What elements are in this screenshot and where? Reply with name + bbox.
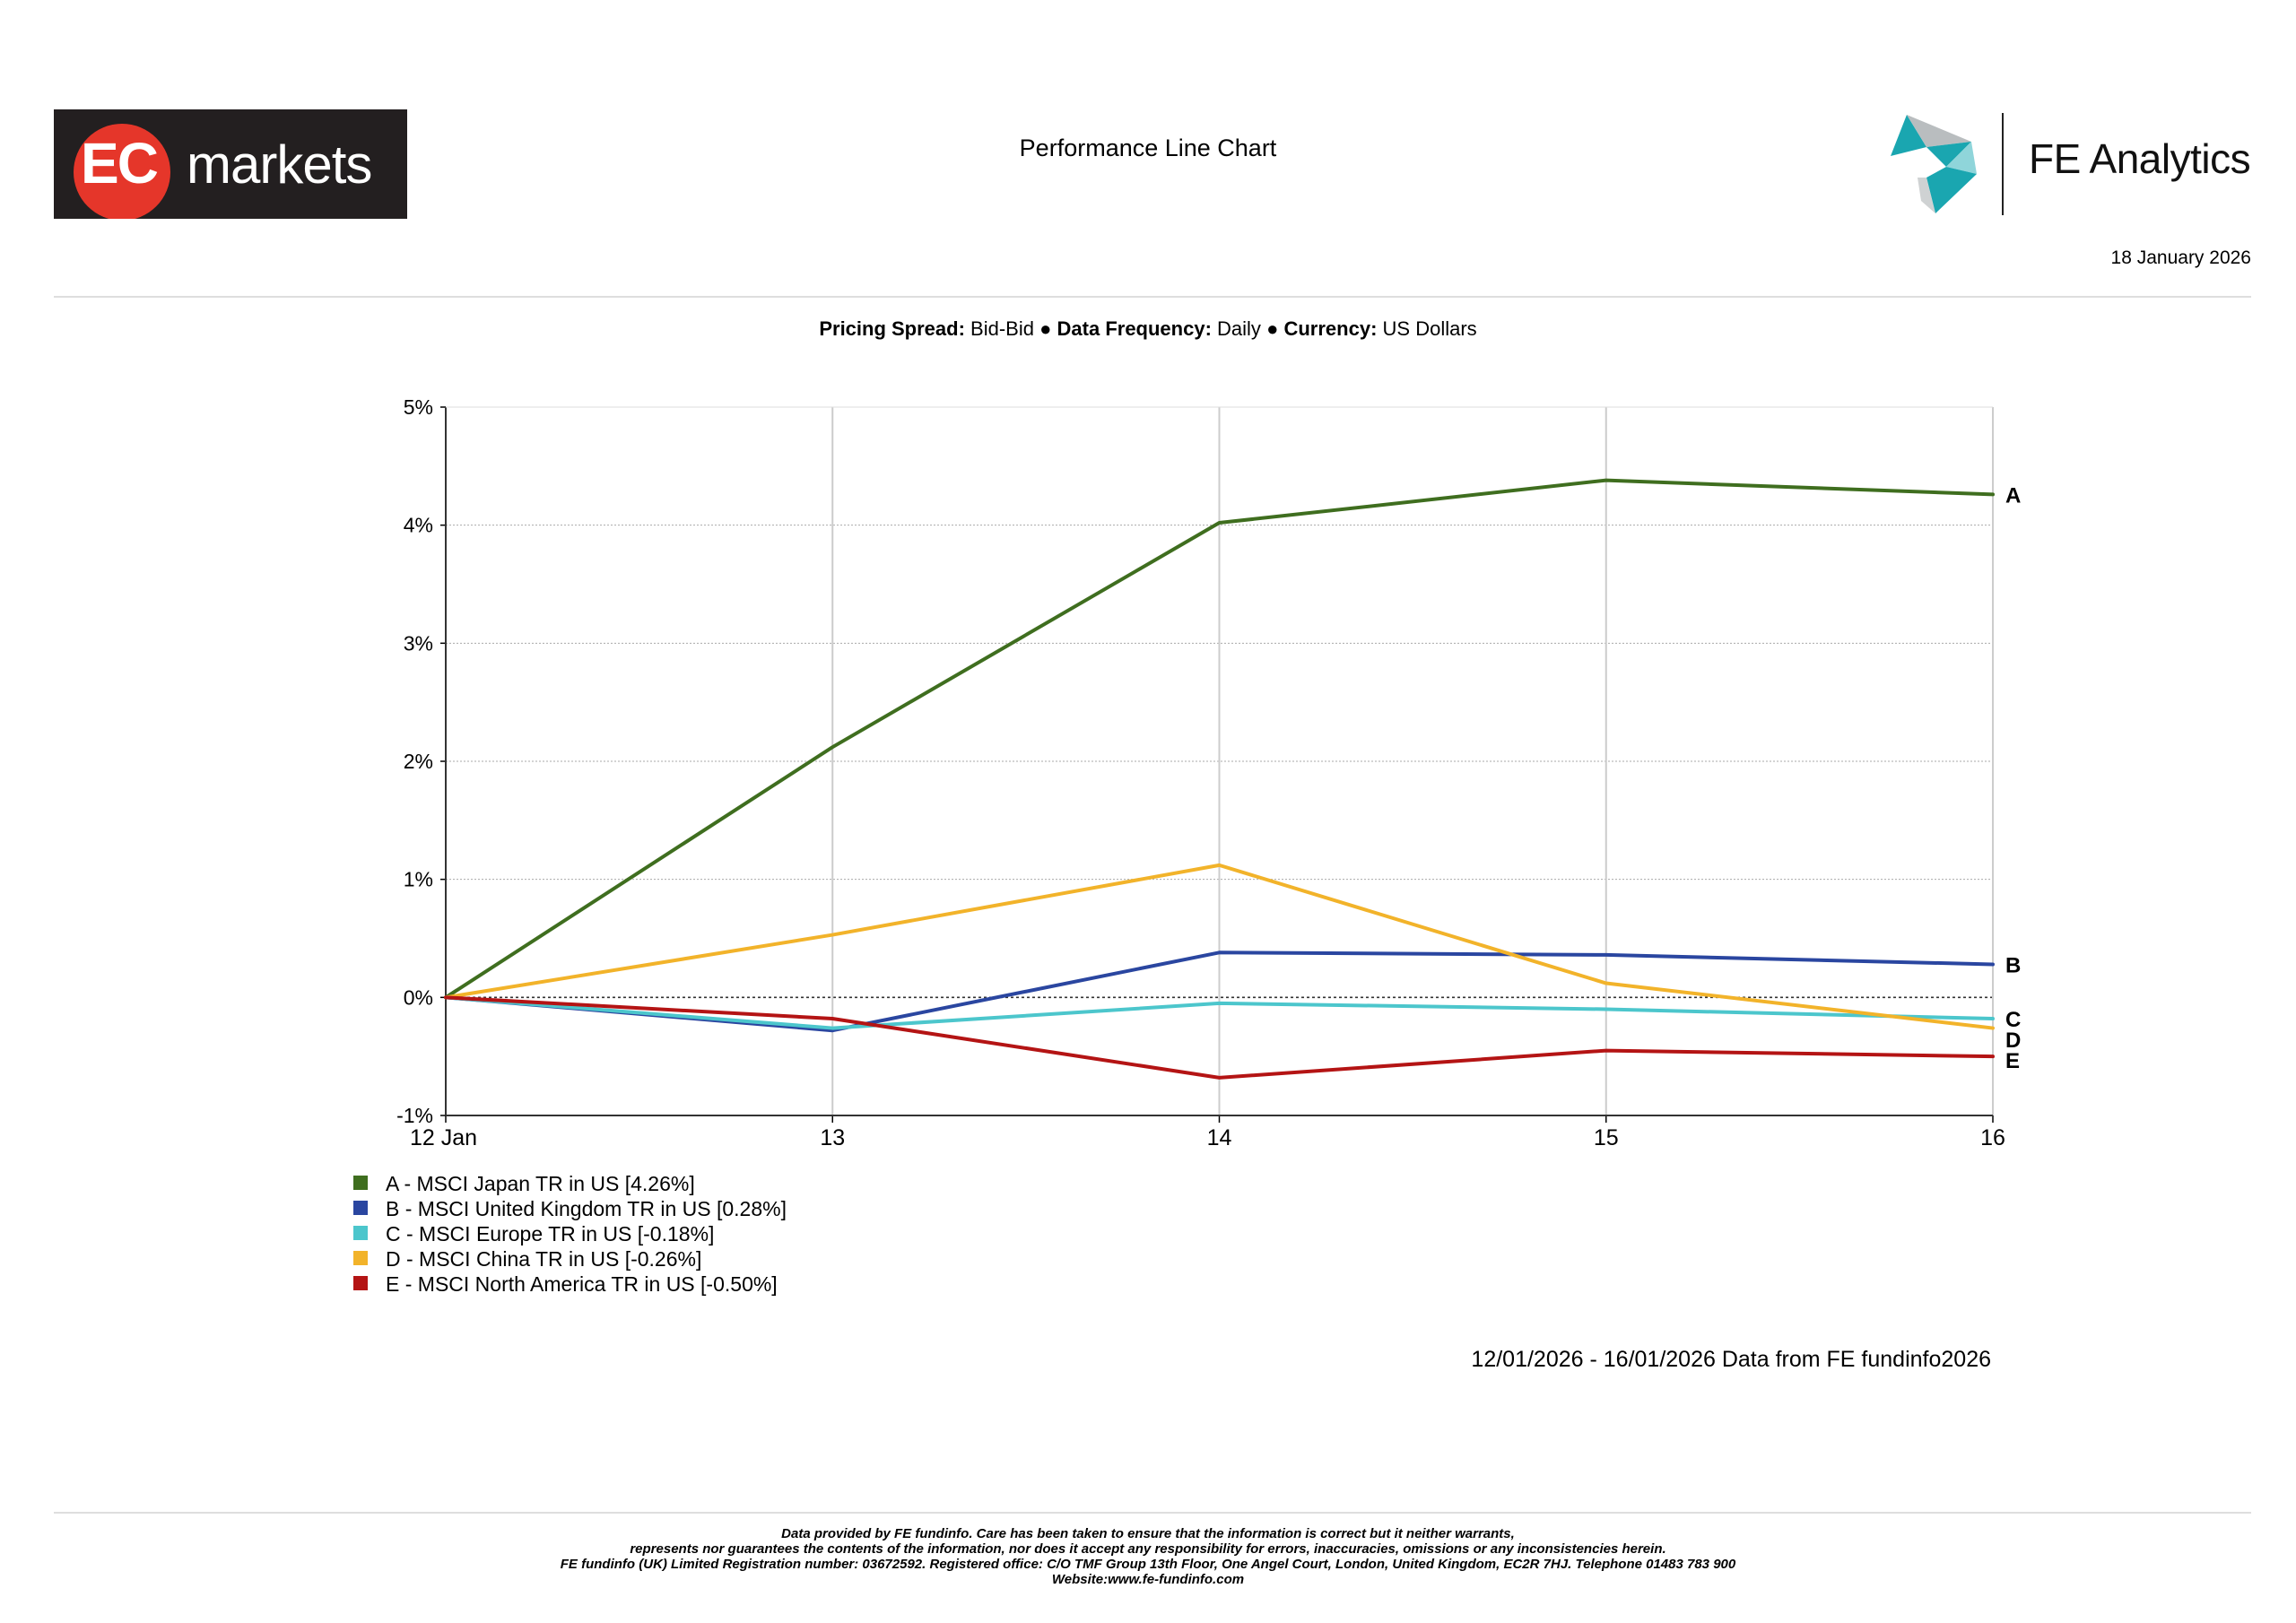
series-end-label-a: A <box>2005 483 2021 508</box>
spread-value: Bid-Bid <box>970 317 1034 340</box>
x-tick-label: 12 Jan <box>410 1125 477 1150</box>
legend-label: C - MSCI Europe TR in US [-0.18%] <box>386 1222 715 1245</box>
series-line-a <box>444 478 1995 1000</box>
y-tick-label: -1% <box>396 1104 433 1127</box>
legend-swatch <box>353 1226 368 1240</box>
fe-analytics-name: FE Analytics <box>2029 135 2251 182</box>
logo-divider <box>2002 113 2004 215</box>
x-tick-label: 14 <box>1207 1125 1232 1150</box>
separator: ● <box>1039 317 1052 340</box>
series-end-label-d: D <box>2005 1028 2021 1053</box>
currency-value: US Dollars <box>1382 317 1477 340</box>
logo-text-markets: markets <box>187 135 372 195</box>
y-tick-label: 2% <box>404 750 433 773</box>
page-title: Performance Line Chart <box>1019 135 1277 161</box>
separator: ● <box>1266 317 1279 340</box>
footer-divider <box>54 1512 2251 1514</box>
frequency-value: Daily <box>1217 317 1261 340</box>
series-end-labels: A B CDE <box>2005 483 2021 1073</box>
y-tick-label: 1% <box>404 868 433 891</box>
y-tick-label: 0% <box>404 985 433 1009</box>
x-tick-label: 13 <box>820 1125 845 1150</box>
y-tick-label: 5% <box>404 395 433 419</box>
report-date: 18 January 2026 <box>2110 247 2251 268</box>
legend-label: A - MSCI Japan TR in US [4.26%] <box>386 1172 695 1195</box>
series-line-d <box>444 863 1995 1030</box>
legend-swatch <box>353 1276 368 1290</box>
grid <box>446 406 1994 1115</box>
disclaimer-line: represents nor guarantees the contents o… <box>630 1541 1666 1557</box>
series-lines <box>444 478 1995 1080</box>
logo-circle <box>74 124 170 219</box>
series-line-e <box>444 995 1995 1080</box>
legend-label: B - MSCI United Kingdom TR in US [0.28%] <box>386 1197 787 1220</box>
frequency-label: Data Frequency: <box>1057 317 1212 340</box>
logo-text-ec: EC <box>81 131 159 195</box>
disclaimer-line: FE fundinfo (UK) Limited Registration nu… <box>560 1557 1736 1572</box>
disclaimer-line: Data provided by FE fundinfo. Care has b… <box>781 1526 1515 1541</box>
legend-swatch <box>353 1201 368 1215</box>
legend-label: E - MSCI North America TR in US [-0.50%] <box>386 1272 778 1296</box>
y-tick-label: 3% <box>404 631 433 655</box>
header-divider <box>54 296 2251 298</box>
fe-analytics-logo-icon <box>1891 115 1977 213</box>
legend-swatch <box>353 1251 368 1265</box>
legend-swatch <box>353 1176 368 1190</box>
disclaimer: Data provided by FE fundinfo. Care has b… <box>0 1526 2296 1587</box>
y-tick-label: 4% <box>404 514 433 537</box>
x-tick-label: 15 <box>1594 1125 1619 1150</box>
series-end-label-c: C <box>2005 1008 2021 1032</box>
source-note: 12/01/2026 - 16/01/2026 Data from FE fun… <box>1471 1347 1991 1372</box>
x-tick-label: 16 <box>1980 1125 2005 1150</box>
disclaimer-line: Website:www.fe-fundinfo.com <box>1051 1572 1245 1587</box>
chart-settings: Pricing Spread: Bid-Bid ● Data Frequency… <box>0 317 2296 341</box>
spread-label: Pricing Spread: <box>819 317 965 340</box>
series-line-c <box>444 995 1995 1030</box>
series-end-label-b: B <box>2005 953 2021 977</box>
axes: -1% 0% 1% 2% 3% 4% 5% 12 Jan 13 14 15 16 <box>396 395 2005 1150</box>
currency-label: Currency: <box>1283 317 1378 340</box>
ec-markets-logo: EC markets <box>54 109 407 219</box>
legend-label: D - MSCI China TR in US [-0.26%] <box>386 1247 702 1271</box>
series-end-label-e: E <box>2005 1049 2020 1073</box>
